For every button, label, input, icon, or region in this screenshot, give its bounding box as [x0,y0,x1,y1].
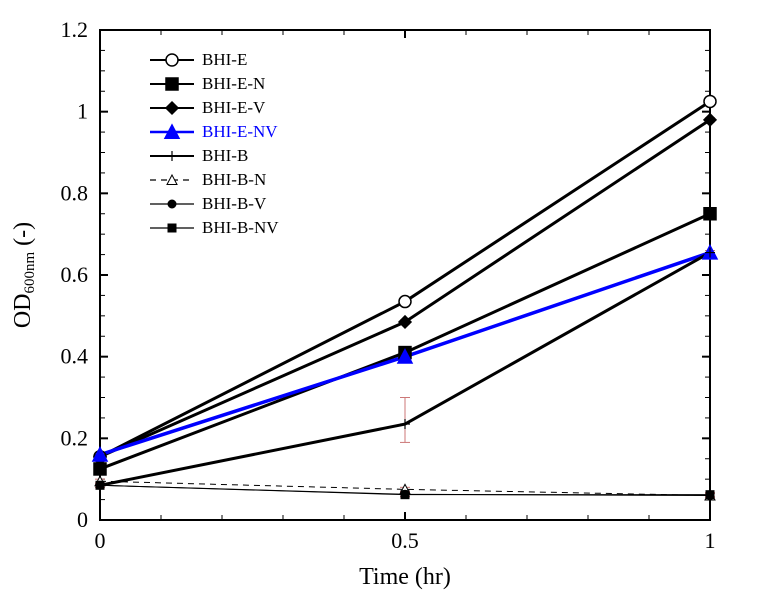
xtick-label: 0 [95,528,106,553]
ytick-label: 0.2 [61,425,89,450]
chart-svg: 0 0.2 0.4 0.6 0.8 1 1.2 0 0.5 1 BHI-E BHI-E-N BHI-E-… [0,0,762,602]
legend-label: BHI-E-V [202,98,266,117]
legend-label: BHI-B [202,146,248,165]
ytick-label: 0.8 [61,180,89,205]
ytick-label: 0 [77,507,88,532]
legend-label: BHI-E-N [202,74,265,93]
legend-label: BHI-B-NV [202,218,279,237]
xtick-label: 1 [705,528,716,553]
legend-label: BHI-B-N [202,170,266,189]
xlabel: Time (hr) [359,564,451,590]
ytick-label: 0.6 [61,262,89,287]
ytick-label: 1 [77,99,88,124]
xtick-label: 0.5 [391,528,419,553]
legend-label: BHI-E-NV [202,122,278,141]
legend-label: BHI-E [202,50,247,69]
legend-label: BHI-B-V [202,194,267,213]
ytick-label: 1.2 [61,17,89,42]
ytick-label: 0.4 [61,344,89,369]
growth-chart: 0 0.2 0.4 0.6 0.8 1 1.2 0 0.5 1 BHI-E BHI-E-N BHI-E-… [0,0,762,602]
